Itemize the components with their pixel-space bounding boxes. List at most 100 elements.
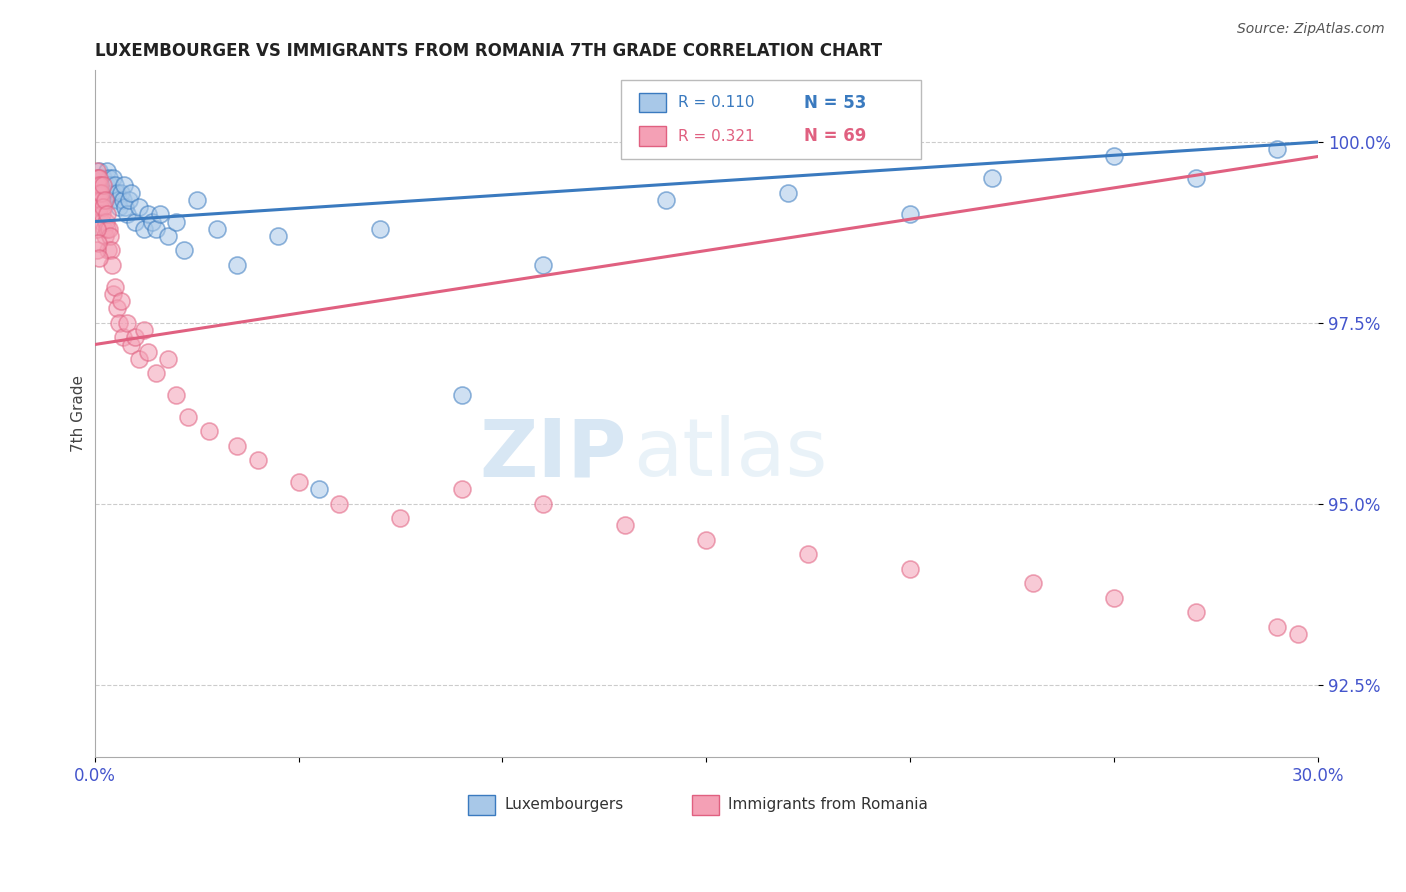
Point xyxy=(132,221,155,235)
Point xyxy=(450,388,472,402)
Point xyxy=(87,193,110,207)
Point xyxy=(115,207,138,221)
Point xyxy=(89,200,111,214)
Point xyxy=(96,207,118,221)
Point xyxy=(1104,591,1126,605)
Point xyxy=(226,439,249,453)
Point xyxy=(132,323,155,337)
Point xyxy=(108,200,131,214)
FancyBboxPatch shape xyxy=(692,796,718,814)
Point xyxy=(101,171,124,186)
Point xyxy=(94,193,117,207)
Point xyxy=(86,178,108,193)
Point xyxy=(98,178,121,193)
Point xyxy=(89,251,111,265)
Point xyxy=(90,193,112,207)
Point xyxy=(101,286,124,301)
Point xyxy=(308,482,330,496)
Point xyxy=(98,229,121,244)
FancyBboxPatch shape xyxy=(640,127,666,145)
Point xyxy=(100,244,122,258)
Point xyxy=(96,164,118,178)
Point xyxy=(531,258,554,272)
Point xyxy=(267,229,290,244)
Point xyxy=(898,207,921,221)
Point xyxy=(205,221,228,235)
Text: ZIP: ZIP xyxy=(479,416,627,493)
Point xyxy=(531,497,554,511)
Point xyxy=(86,221,108,235)
Point xyxy=(86,186,108,200)
Point xyxy=(114,200,136,214)
Point xyxy=(87,171,110,186)
Text: Immigrants from Romania: Immigrants from Romania xyxy=(728,797,928,813)
Point xyxy=(173,244,195,258)
Point xyxy=(115,316,138,330)
Point xyxy=(797,547,820,561)
Point xyxy=(100,186,122,200)
Point xyxy=(118,193,141,207)
Point xyxy=(1267,620,1289,634)
Point xyxy=(1185,605,1208,619)
Point xyxy=(105,301,128,316)
Point xyxy=(110,294,132,309)
Point xyxy=(898,562,921,576)
Text: R = 0.321: R = 0.321 xyxy=(678,128,755,144)
Point xyxy=(90,207,112,221)
Point xyxy=(91,171,114,186)
Point xyxy=(197,425,219,439)
Text: Source: ZipAtlas.com: Source: ZipAtlas.com xyxy=(1237,22,1385,37)
Point xyxy=(84,171,107,186)
Point xyxy=(87,200,110,214)
Point xyxy=(89,178,111,193)
Point xyxy=(145,367,167,381)
Point xyxy=(97,221,120,235)
Text: Luxembourgers: Luxembourgers xyxy=(505,797,624,813)
Point xyxy=(654,193,676,207)
Point xyxy=(104,279,127,293)
Point xyxy=(100,258,122,272)
Point xyxy=(695,533,717,547)
Point xyxy=(87,171,110,186)
Point xyxy=(128,200,150,214)
Point xyxy=(328,497,350,511)
Point xyxy=(86,244,108,258)
Text: LUXEMBOURGER VS IMMIGRANTS FROM ROMANIA 7TH GRADE CORRELATION CHART: LUXEMBOURGER VS IMMIGRANTS FROM ROMANIA … xyxy=(94,42,882,60)
FancyBboxPatch shape xyxy=(640,94,666,112)
FancyBboxPatch shape xyxy=(621,80,921,159)
Point xyxy=(112,193,135,207)
Point xyxy=(1286,627,1309,641)
Point xyxy=(112,178,135,193)
Point xyxy=(110,186,132,200)
Point xyxy=(89,207,111,221)
Point xyxy=(91,178,114,193)
Point xyxy=(108,316,131,330)
Point xyxy=(97,244,120,258)
Point xyxy=(1022,576,1045,591)
Point xyxy=(124,330,146,344)
Point xyxy=(90,214,112,228)
Point xyxy=(97,186,120,200)
Point xyxy=(96,221,118,235)
Point xyxy=(93,186,115,200)
Point xyxy=(90,178,112,193)
Point xyxy=(86,178,108,193)
Point xyxy=(177,409,200,424)
Point xyxy=(124,214,146,228)
Point xyxy=(136,207,159,221)
Point xyxy=(84,193,107,207)
Point xyxy=(93,221,115,235)
FancyBboxPatch shape xyxy=(468,796,495,814)
Point xyxy=(120,337,142,351)
Point xyxy=(613,518,636,533)
Point xyxy=(226,258,249,272)
Point xyxy=(90,186,112,200)
Point xyxy=(112,330,135,344)
Point xyxy=(87,186,110,200)
Point xyxy=(287,475,309,489)
Point xyxy=(981,171,1004,186)
Text: N = 69: N = 69 xyxy=(804,127,866,145)
Point xyxy=(87,178,110,193)
Point xyxy=(84,186,107,200)
Point xyxy=(246,453,269,467)
